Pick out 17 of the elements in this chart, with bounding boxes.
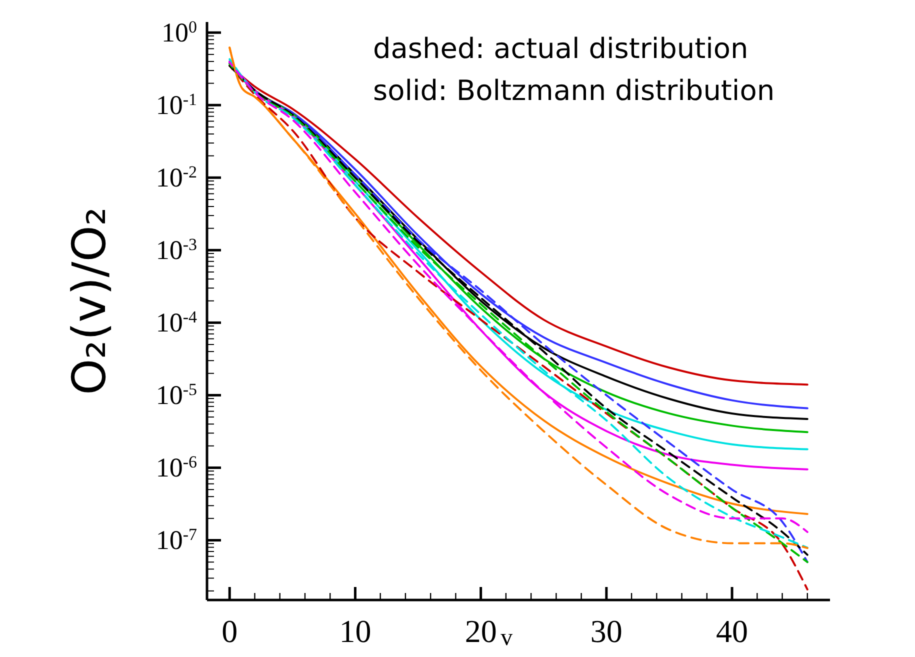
x-tick-label: 20 — [464, 613, 497, 649]
annotation: solid: Boltzmann distribution — [373, 74, 775, 107]
y-tick-label: 10$^{-2}$ — [156, 162, 197, 193]
y-tick-label: 10$^{0}$ — [162, 17, 197, 48]
y-axis-title: O₂(v)/O₂ — [62, 207, 116, 395]
x-tick-label: 0 — [222, 613, 238, 649]
y-tick-label: 10$^{-4}$ — [156, 307, 198, 338]
y-tick-label: 10$^{-1}$ — [156, 90, 197, 120]
annotation: dashed: actual distribution — [373, 32, 748, 65]
x-axis-title: v — [500, 625, 513, 651]
x-tick-label: 40 — [716, 613, 748, 649]
x-tick-label: 10 — [339, 613, 372, 649]
y-tick-label: 10$^{-3}$ — [156, 234, 197, 266]
y-tick-label: 10$^{-5}$ — [156, 380, 197, 410]
y-tick-label: 10$^{-6}$ — [156, 452, 197, 483]
x-tick-label: 30 — [590, 613, 622, 649]
y-tick-label: 10$^{-7}$ — [156, 524, 198, 556]
